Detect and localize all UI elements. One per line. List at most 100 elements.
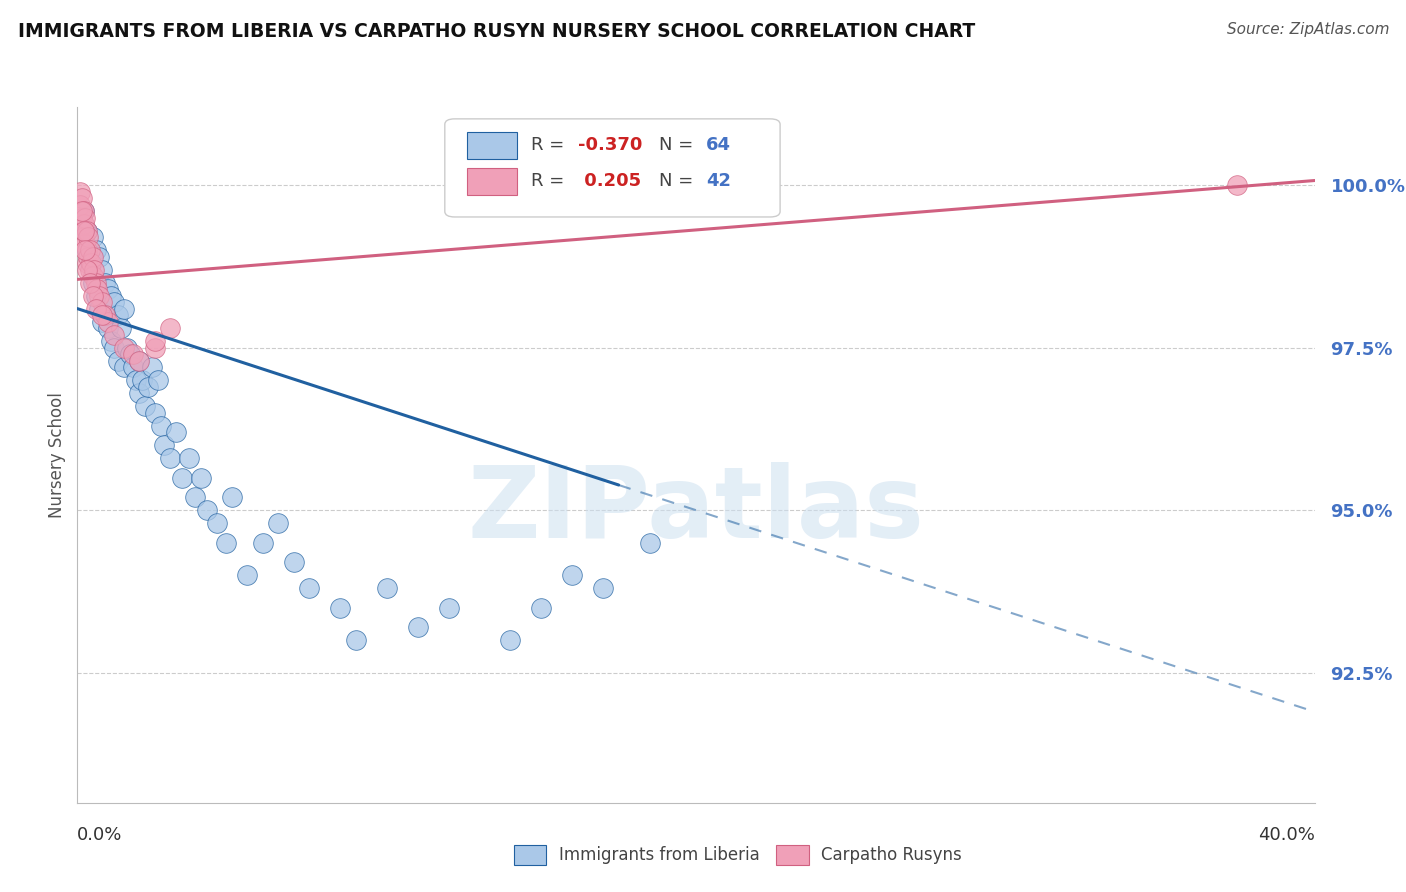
Point	[97, 315, 120, 329]
Point	[77, 230, 100, 244]
Point	[76, 224, 98, 238]
Point	[75, 211, 96, 225]
Y-axis label: Nursery School: Nursery School	[48, 392, 66, 518]
Point	[267, 516, 290, 531]
FancyBboxPatch shape	[467, 132, 516, 159]
Point	[146, 373, 169, 387]
Point	[190, 471, 212, 485]
Point	[298, 581, 321, 595]
Point	[122, 347, 145, 361]
Point	[530, 600, 553, 615]
Point	[215, 535, 238, 549]
Point	[76, 262, 98, 277]
Point	[159, 321, 181, 335]
Point	[79, 262, 101, 277]
Point	[100, 334, 122, 348]
FancyBboxPatch shape	[467, 169, 516, 194]
Point	[91, 295, 114, 310]
Point	[344, 633, 367, 648]
Point	[75, 243, 96, 257]
Point	[70, 204, 93, 219]
Point	[100, 288, 122, 302]
Point	[82, 230, 104, 244]
FancyBboxPatch shape	[515, 845, 547, 865]
Point	[69, 197, 91, 211]
Text: N =: N =	[659, 136, 699, 154]
Text: Source: ZipAtlas.com: Source: ZipAtlas.com	[1226, 22, 1389, 37]
FancyBboxPatch shape	[776, 845, 808, 865]
Point	[172, 471, 194, 485]
Point	[69, 185, 91, 199]
Point	[94, 308, 117, 322]
Point	[84, 301, 107, 316]
Text: N =: N =	[659, 172, 699, 191]
Point	[143, 406, 166, 420]
Point	[103, 327, 125, 342]
Point	[283, 555, 305, 569]
Point	[112, 341, 135, 355]
Point	[87, 250, 110, 264]
Text: 64: 64	[706, 136, 731, 154]
Point	[77, 250, 100, 264]
Point	[131, 373, 153, 387]
Point	[107, 353, 129, 368]
Point	[128, 386, 150, 401]
Text: R =: R =	[531, 136, 571, 154]
Point	[97, 321, 120, 335]
Point	[72, 204, 94, 219]
Point	[79, 243, 101, 257]
Point	[115, 341, 138, 355]
Point	[561, 568, 583, 582]
Point	[205, 516, 228, 531]
Point	[437, 600, 460, 615]
Point	[79, 256, 101, 270]
Point	[118, 347, 141, 361]
Point	[72, 224, 94, 238]
Text: Carpatho Rusyns: Carpatho Rusyns	[821, 846, 962, 864]
Point	[91, 308, 114, 322]
Point	[195, 503, 218, 517]
Point	[87, 288, 110, 302]
Point	[638, 535, 661, 549]
Text: 0.0%: 0.0%	[77, 826, 122, 844]
Point	[107, 308, 129, 322]
Point	[72, 204, 94, 219]
Point	[110, 321, 132, 335]
Point	[159, 451, 181, 466]
Point	[76, 243, 98, 257]
Point	[70, 191, 93, 205]
Point	[84, 276, 107, 290]
Point	[141, 360, 163, 375]
Point	[122, 360, 145, 375]
Point	[103, 341, 125, 355]
Point	[149, 418, 172, 433]
Point	[134, 399, 156, 413]
Point	[76, 243, 98, 257]
Point	[82, 276, 104, 290]
Text: 40.0%: 40.0%	[1258, 826, 1315, 844]
FancyBboxPatch shape	[444, 119, 780, 217]
Point	[138, 379, 160, 393]
Point	[84, 243, 107, 257]
Point	[236, 568, 259, 582]
Point	[143, 341, 166, 355]
Text: -0.370: -0.370	[578, 136, 643, 154]
Point	[165, 425, 187, 439]
Point	[80, 256, 103, 270]
Point	[91, 315, 114, 329]
Point	[72, 230, 94, 244]
Point	[79, 276, 101, 290]
Point	[97, 282, 120, 296]
Point	[76, 256, 98, 270]
Point	[83, 262, 105, 277]
Text: 42: 42	[706, 172, 731, 191]
Point	[375, 581, 398, 595]
Point	[82, 250, 104, 264]
Point	[406, 620, 429, 634]
Point	[184, 490, 207, 504]
Point	[84, 288, 107, 302]
Point	[86, 282, 108, 296]
Point	[94, 276, 117, 290]
Point	[177, 451, 200, 466]
Point	[70, 211, 93, 225]
